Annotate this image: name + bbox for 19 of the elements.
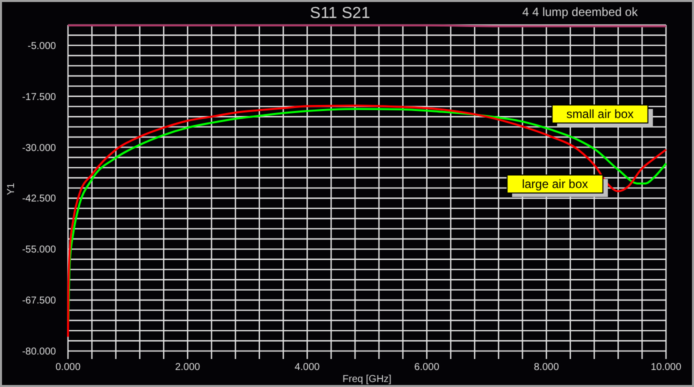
x-tick-label: 10.000	[650, 362, 682, 373]
x-axis-title: Freq [GHz]	[342, 374, 392, 385]
y-tick-label: -67.500	[22, 296, 56, 307]
chart-subtitle: 4 4 lump deembed ok	[522, 5, 639, 19]
x-tick-label: 6.000	[414, 362, 440, 373]
y-tick-label: -5.000	[28, 40, 56, 52]
series-label: small air box	[566, 107, 634, 121]
y-tick-label: -55.000	[22, 244, 56, 256]
y-tick-label: -42.500	[22, 194, 56, 205]
series-label: large air box	[522, 177, 588, 191]
y-axis-title: Y1	[6, 182, 17, 196]
x-tick-label: 2.000	[175, 362, 201, 373]
y-tick-label: -17.500	[22, 92, 56, 103]
x-tick-label: 0.000	[55, 362, 81, 373]
x-tick-label: 4.000	[294, 362, 320, 373]
y-tick-label: -80.000	[22, 346, 56, 358]
chart-title: S11 S21	[310, 5, 370, 22]
x-tick-label: 8.000	[534, 362, 560, 373]
y-tick-label: -30.000	[22, 142, 56, 154]
